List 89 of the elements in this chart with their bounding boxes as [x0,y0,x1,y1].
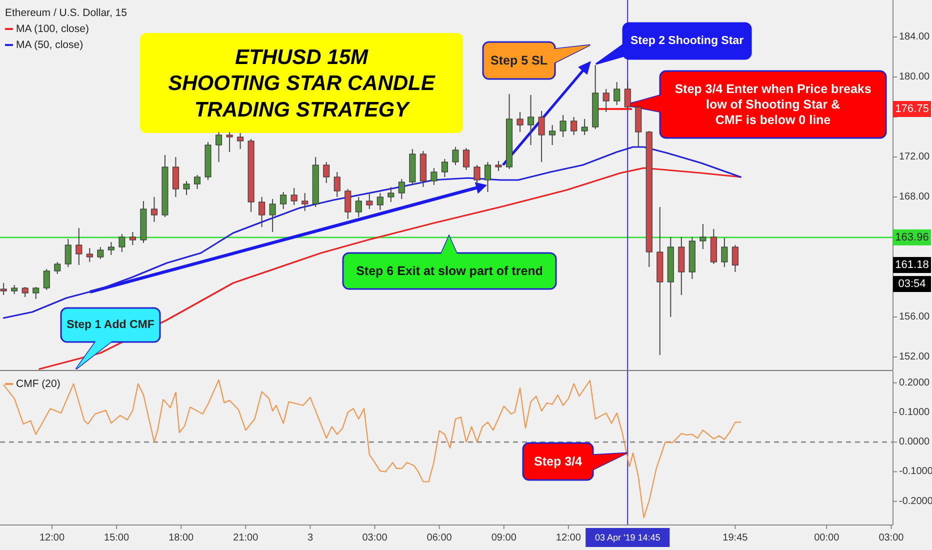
candlestick [376,192,384,210]
candlestick [344,188,352,220]
candlestick [452,146,459,166]
candlestick [538,110,545,162]
legend-label: MA (50, close) [16,39,84,51]
candlestick [334,172,340,198]
x-tick-label: 12:00 [556,532,582,544]
text: Ethereum / U.S. Dollar, 15 [5,7,128,19]
candlestick [43,268,50,290]
text: 03:54 [898,278,926,290]
candlestick [183,180,190,196]
ref-line-label: 163.96 [895,231,929,244]
candlestick [732,244,738,272]
candlestick [172,156,179,198]
candlestick [570,116,578,136]
candlestick [118,234,126,252]
candlestick [581,118,588,136]
candlestick [108,242,114,256]
legend-label: MA (100, close) [16,23,89,35]
candlestick [86,248,93,262]
y-tick-label: 184.00 [899,32,930,42]
candlestick [484,162,491,192]
candlestick [624,80,631,110]
y-tick-label: 168.00 [899,192,930,202]
x-tick-label: 06:00 [426,532,452,544]
x-tick-label: 18:00 [168,532,194,544]
candlestick [528,94,534,146]
annotation: Step 3/4 Enter when Price breaks low of Shooting Star & CMF is below 0 line [674,82,872,128]
candlestick [290,188,298,206]
x-tick-label: 15:00 [104,532,130,544]
x-tick-label: 12:00 [39,532,65,544]
candlestick [226,132,233,152]
candlestick [495,160,502,172]
annotation: Step 3/4 [534,454,582,468]
candlestick [366,194,373,210]
y-tick-label: 172.00 [899,152,930,162]
candlestick [602,88,610,112]
x-tick-label: 03:00 [362,532,388,544]
candlestick [76,228,82,266]
candlestick [700,224,706,250]
candlestick [0,282,7,296]
candlestick [462,148,470,170]
x-tick-label: 19:45 [722,532,748,544]
candlestick [474,164,480,186]
candlestick [150,196,158,222]
annotation: Step 1 Add CMF [66,319,154,331]
line-series [38,167,742,370]
candlestick [355,196,362,218]
annotation: ETHUSD 15M SHOOTING STAR CANDLE TRADING STRATEGY [168,45,436,121]
annotation: Step 2 Shooting Star [630,35,744,47]
x-tick-label: 09:00 [491,532,517,544]
candlestick [54,262,61,274]
candlestick [560,114,566,138]
x-tick-label: 00:00 [814,532,840,544]
candlestick [323,162,330,184]
y-tick-label: 0.2000 [899,377,930,388]
y-tick-label: 152.00 [899,352,930,362]
candlestick [258,196,266,228]
candlestick [721,238,728,268]
candlestick [216,132,222,162]
candlestick [516,112,524,132]
candlestick [280,192,287,210]
candlestick [32,286,40,300]
annotation: Step 6 Exit at slow part of trend [356,264,543,278]
x-tick-label: 21:00 [233,532,259,544]
y-tick-label: 0.0000 [899,436,930,448]
candlestick [430,168,438,186]
legend-label: CMF (20) [16,378,60,390]
x-tick-label: 03:00 [878,532,904,544]
annotation: Step 5 SL [490,54,548,68]
candlestick [441,158,448,178]
candlestick [129,232,136,246]
candlestick [269,198,276,232]
candlestick [64,238,72,268]
candlestick [237,132,244,150]
ref-line-label: 03 Apr '19 14:45 [594,532,660,542]
candlestick [302,192,308,212]
candlestick [194,174,201,190]
candlestick [22,286,28,298]
candlestick [97,246,104,260]
candlestick [614,82,620,106]
candlestick [549,124,556,146]
y-tick-label: 180.00 [899,72,930,82]
x-tick-label: 3 [307,532,314,544]
line-series [2,146,742,319]
y-tick-label: 156.00 [899,312,930,322]
candlestick [388,186,394,202]
y-tick-label: 0.1000 [899,406,930,418]
candlestick [398,178,405,200]
